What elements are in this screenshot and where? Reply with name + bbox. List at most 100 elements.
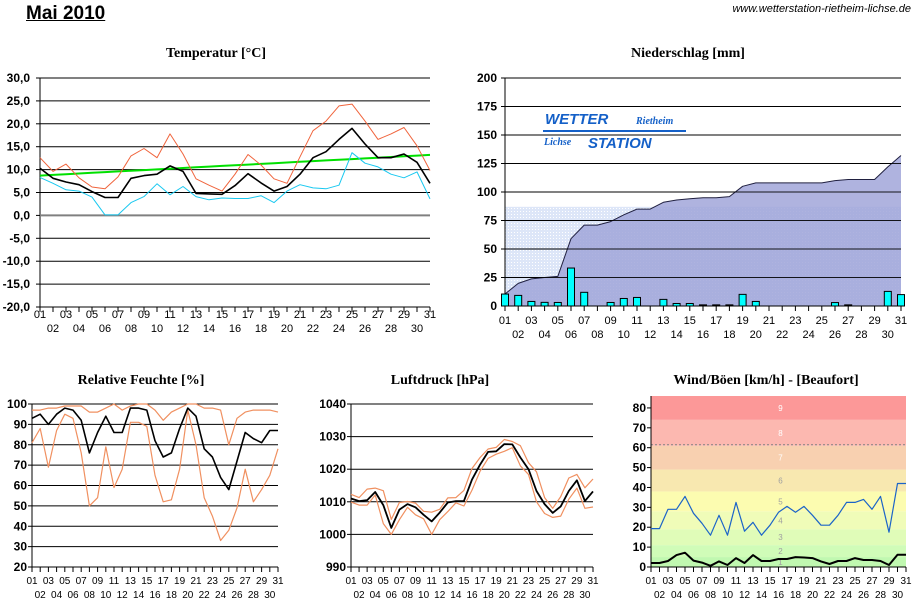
x-tick-label: 09 bbox=[92, 576, 104, 587]
station-logo: WETTER Rietheim Lichse STATION bbox=[543, 111, 686, 152]
x-tick-label: 25 bbox=[539, 576, 551, 587]
y-tick-label: 0 bbox=[490, 299, 497, 313]
precip-bar bbox=[672, 302, 681, 307]
x-tick-label: 09 bbox=[713, 576, 725, 587]
y-tick-label: 30,0 bbox=[7, 71, 31, 85]
precip-bar bbox=[553, 301, 562, 307]
x-tick-label: 23 bbox=[207, 576, 219, 587]
y-tick-label: 990 bbox=[326, 560, 346, 574]
x-tick-label: 20 bbox=[182, 590, 194, 601]
y-tick-label: 0 bbox=[639, 560, 646, 574]
x-tick-label: 20 bbox=[750, 329, 762, 341]
humidity-min-line bbox=[31, 409, 279, 542]
x-tick-label: 27 bbox=[842, 315, 854, 327]
x-tick-label: 30 bbox=[892, 590, 904, 601]
beaufort-band-2 bbox=[651, 545, 906, 558]
x-tick-label: 31 bbox=[895, 315, 907, 327]
y-tick-label: 40 bbox=[633, 480, 647, 494]
precip-bar bbox=[738, 293, 747, 307]
beaufort-band-1 bbox=[651, 557, 906, 567]
precip-bar bbox=[897, 294, 905, 307]
precip-bar bbox=[699, 304, 707, 307]
cumulative-line bbox=[504, 155, 902, 295]
y-tick-label: 125 bbox=[477, 157, 497, 171]
precip-bar bbox=[685, 302, 694, 307]
y-tick-label: 10 bbox=[633, 540, 647, 554]
y-tick-label: 1000 bbox=[319, 527, 346, 541]
beaufort-label: 2 bbox=[778, 547, 783, 556]
y-tick-label: 1040 bbox=[319, 397, 346, 411]
x-tick-label: 07 bbox=[112, 309, 124, 321]
x-tick-label: 13 bbox=[125, 576, 137, 587]
wind-chart: 1234567898070605040302010001020304050607… bbox=[633, 396, 912, 601]
x-tick-label: 03 bbox=[60, 309, 72, 321]
x-tick-label: 01 bbox=[645, 576, 657, 587]
wind-mean-line bbox=[651, 551, 906, 567]
y-tick-label: 60 bbox=[633, 441, 647, 455]
beaufort-band-5 bbox=[651, 491, 906, 512]
x-tick-label: 10 bbox=[618, 329, 630, 341]
x-tick-label: 26 bbox=[858, 590, 870, 601]
beaufort-label: 4 bbox=[778, 516, 783, 525]
precip-bar bbox=[659, 298, 668, 307]
beaufort-band-6 bbox=[651, 469, 906, 492]
x-tick-label: 19 bbox=[268, 309, 280, 321]
x-tick-label: 04 bbox=[538, 329, 550, 341]
y-tick-label: 15,0 bbox=[7, 140, 31, 154]
beaufort-label: 9 bbox=[778, 404, 783, 413]
temperature-max-line bbox=[39, 103, 431, 192]
x-tick-label: 27 bbox=[240, 576, 252, 587]
x-tick-label: 09 bbox=[138, 309, 150, 321]
x-tick-label: 31 bbox=[587, 576, 599, 587]
y-tick-label: 10,0 bbox=[7, 163, 31, 177]
x-tick-label: 29 bbox=[256, 576, 268, 587]
x-tick-label: 13 bbox=[190, 309, 202, 321]
x-tick-label: 26 bbox=[829, 329, 841, 341]
y-tick-label: 80 bbox=[633, 401, 647, 415]
precip-bar bbox=[540, 301, 549, 307]
x-tick-label: 06 bbox=[67, 590, 79, 601]
precip-bar bbox=[567, 267, 575, 307]
y-tick-label: 100 bbox=[477, 185, 497, 199]
x-tick-label: 07 bbox=[76, 576, 88, 587]
beaufort-band-7 bbox=[651, 445, 906, 470]
x-tick-label: 12 bbox=[644, 329, 656, 341]
x-tick-label: 21 bbox=[294, 309, 306, 321]
x-tick-label: 16 bbox=[229, 323, 241, 335]
x-tick-label: 01 bbox=[499, 315, 511, 327]
y-tick-label: 25 bbox=[484, 271, 498, 285]
x-tick-label: 31 bbox=[272, 576, 284, 587]
x-tick-label: 26 bbox=[231, 590, 243, 601]
logo-station: STATION bbox=[588, 135, 653, 152]
x-tick-label: 23 bbox=[789, 315, 801, 327]
x-tick-label: 01 bbox=[345, 576, 357, 587]
x-tick-label: 15 bbox=[216, 309, 228, 321]
x-tick-label: 14 bbox=[133, 590, 145, 601]
y-tick-label: 175 bbox=[477, 100, 497, 114]
y-tick-label: 60 bbox=[14, 479, 28, 493]
y-tick-label: 1010 bbox=[319, 495, 346, 509]
x-tick-label: 04 bbox=[671, 590, 683, 601]
x-tick-label: 22 bbox=[307, 323, 319, 335]
x-tick-label: 21 bbox=[507, 576, 519, 587]
x-tick-label: 14 bbox=[450, 590, 462, 601]
x-tick-label: 09 bbox=[410, 576, 422, 587]
beaufort-label: 1 bbox=[778, 558, 783, 567]
humidity-chart-title: Relative Feuchte [%] bbox=[78, 373, 205, 388]
x-tick-label: 28 bbox=[385, 323, 397, 335]
x-tick-label: 12 bbox=[177, 323, 189, 335]
beaufort-label: 3 bbox=[778, 533, 783, 542]
x-tick-label: 17 bbox=[781, 576, 793, 587]
x-tick-label: 15 bbox=[684, 315, 696, 327]
x-tick-label: 15 bbox=[764, 576, 776, 587]
y-tick-label: 50 bbox=[484, 242, 498, 256]
beaufort-label: 5 bbox=[778, 497, 783, 506]
logo-wetter: WETTER bbox=[545, 111, 608, 128]
precip-bar bbox=[883, 290, 892, 307]
x-tick-label: 07 bbox=[696, 576, 708, 587]
x-tick-label: 06 bbox=[688, 590, 700, 601]
x-tick-label: 18 bbox=[255, 323, 267, 335]
y-tick-label: -10,0 bbox=[3, 254, 31, 268]
site-url: www.wetterstation-rietheim-lichse.de bbox=[732, 3, 911, 15]
